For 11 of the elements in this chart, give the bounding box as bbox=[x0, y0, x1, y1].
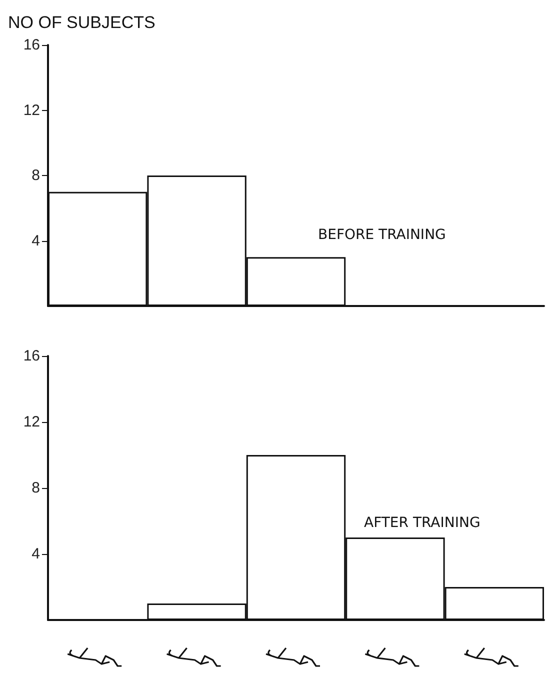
y-tick-label: 8 bbox=[32, 167, 40, 184]
y-tick-label: 16 bbox=[23, 348, 40, 364]
y-tick-label: 12 bbox=[23, 102, 40, 119]
annotation: AFTER TRAINING bbox=[364, 515, 480, 531]
y-tick-label: 4 bbox=[32, 232, 40, 250]
y-tick-label: 8 bbox=[32, 480, 40, 496]
annotation: BEFORE TRAINING bbox=[318, 227, 446, 243]
y-tick-label: 12 bbox=[23, 414, 40, 430]
y-tick-label: 16 bbox=[23, 36, 40, 54]
y-tick-label: 4 bbox=[32, 546, 40, 562]
y-axis-title: NO OF SUBJECTS bbox=[8, 13, 156, 32]
